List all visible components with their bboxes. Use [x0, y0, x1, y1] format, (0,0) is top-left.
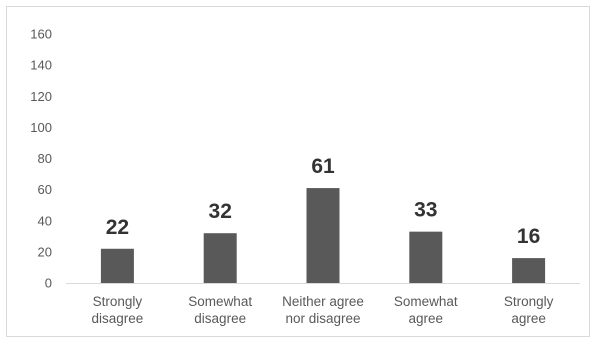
data-label: 32	[209, 200, 232, 223]
y-tick-label: 60	[38, 182, 52, 197]
bar[interactable]	[203, 233, 237, 283]
bar[interactable]	[306, 188, 340, 283]
y-tick-label: 140	[30, 58, 52, 73]
x-category-label: Somewhat	[188, 294, 252, 309]
data-label: 16	[517, 225, 540, 248]
x-category-label: agree	[511, 311, 546, 326]
y-tick-label: 0	[45, 276, 52, 291]
data-label: 22	[106, 216, 129, 239]
x-category-label: Somewhat	[394, 294, 458, 309]
x-category-label: Neither agree	[282, 294, 364, 309]
bar[interactable]	[100, 248, 134, 283]
bar[interactable]	[409, 231, 443, 283]
data-label: 61	[311, 155, 335, 178]
y-tick-label: 40	[38, 213, 52, 228]
x-category-label: agree	[409, 311, 444, 326]
bar[interactable]	[512, 258, 546, 283]
x-category-label: disagree	[194, 311, 246, 326]
data-label: 33	[414, 199, 437, 222]
y-tick-label: 20	[38, 244, 52, 259]
x-category-label: disagree	[92, 311, 144, 326]
y-tick-label: 120	[30, 89, 52, 104]
y-tick-label: 80	[38, 151, 52, 166]
x-category-label: nor disagree	[285, 311, 360, 326]
x-category-label: Strongly	[93, 294, 143, 309]
x-category-label: Strongly	[504, 294, 554, 309]
y-tick-label: 100	[30, 120, 52, 135]
y-tick-label: 160	[30, 27, 52, 42]
